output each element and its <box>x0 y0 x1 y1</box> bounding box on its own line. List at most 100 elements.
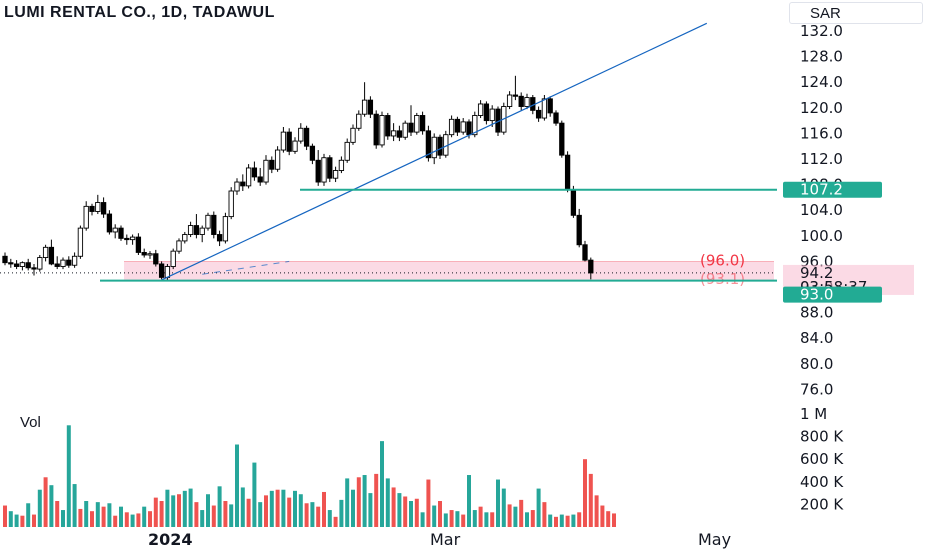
candle-body <box>385 115 391 137</box>
candle-body <box>211 214 217 235</box>
time-tick-label: 2024 <box>148 530 193 549</box>
volume-bar <box>61 510 65 527</box>
volume-bar <box>32 514 36 527</box>
volume-bar <box>107 503 112 527</box>
candle-body <box>361 99 368 115</box>
volume-tick-label: 200 K <box>800 495 844 513</box>
candle-body <box>71 255 78 266</box>
zone-top-label: (96.0) <box>700 251 745 269</box>
volume-bar <box>165 489 170 527</box>
candle-body <box>77 227 84 257</box>
volume-bar <box>449 510 454 527</box>
candle-body <box>19 262 26 267</box>
volume-bar <box>496 479 500 527</box>
volume-bar <box>37 489 42 527</box>
candle-body <box>187 225 194 235</box>
candle-body <box>472 115 478 136</box>
candle-body <box>13 263 20 267</box>
price-tick-label: 84.0 <box>800 329 833 347</box>
candle-body <box>66 259 72 266</box>
volume-bar <box>240 487 245 527</box>
volume-bar <box>472 510 477 527</box>
volume-bar <box>130 514 135 527</box>
candle-body <box>228 190 234 218</box>
volume-bar <box>72 484 77 527</box>
candle-body <box>327 157 333 179</box>
volume-bar <box>322 491 326 527</box>
volume-bar <box>20 515 25 527</box>
time-tick-label: May <box>698 530 731 549</box>
current-price-text: 94.2 <box>800 264 833 282</box>
volume-tick-label: 600 K <box>800 450 844 468</box>
candle-body <box>153 253 159 265</box>
currency-selector[interactable]: SAR <box>789 2 923 24</box>
candle-body <box>547 98 553 114</box>
volume-bar <box>606 511 611 527</box>
volume-bar <box>14 514 19 527</box>
volume-bar <box>275 489 280 527</box>
zone-bottom-label: (93.1) <box>700 270 745 288</box>
candle-body <box>402 122 408 138</box>
support-tag-text: 93.0 <box>800 286 833 304</box>
price-tick-label: 76.0 <box>800 380 833 398</box>
volume-bar <box>148 511 152 527</box>
zone-fill <box>124 261 774 280</box>
volume-bar <box>101 506 106 527</box>
candle-body <box>25 262 31 269</box>
candles[interactable] <box>2 75 594 280</box>
candle-body <box>338 159 345 171</box>
price-tick-label: 104.0 <box>800 201 843 219</box>
volume-bar <box>43 477 48 527</box>
price-tags: 107.294.203:58:3793.0 <box>783 181 914 304</box>
volume-tick-label: 400 K <box>800 473 844 491</box>
volume-bar <box>194 502 199 527</box>
volume-bar <box>84 501 89 527</box>
candle-body <box>280 131 287 151</box>
drawings[interactable] <box>100 22 777 282</box>
price-axis[interactable]: 132.0128.0124.0120.0116.0112.0108.0104.0… <box>800 22 843 398</box>
candle-body <box>419 115 426 132</box>
candle-body <box>483 103 490 122</box>
volume-bar <box>577 512 582 527</box>
price-zone: (96.0)(93.1) <box>124 251 774 288</box>
volume-bar <box>171 495 176 527</box>
volume-bar <box>559 514 564 527</box>
candle-body <box>448 118 455 136</box>
price-tick-label: 128.0 <box>800 48 843 66</box>
volume-bar <box>246 498 251 527</box>
candle-body <box>356 113 362 129</box>
volume-bar <box>298 494 303 527</box>
candle-body <box>535 109 542 119</box>
projection-line <box>202 260 290 275</box>
volume-bar <box>397 493 402 527</box>
volume-bar <box>501 488 506 527</box>
volume-bar <box>414 498 419 527</box>
volume-bar <box>293 490 297 527</box>
time-axis[interactable]: 2024 Mar May <box>148 530 731 549</box>
price-tick-label: 100.0 <box>800 227 843 245</box>
volume-bar <box>571 514 576 527</box>
candle-body <box>350 127 356 143</box>
volume-bar <box>217 486 222 527</box>
candle-body <box>332 170 339 179</box>
volume-bar <box>66 425 71 527</box>
candle-body <box>274 149 281 170</box>
price-tick-label: 88.0 <box>800 304 833 322</box>
volume-bar <box>438 501 442 527</box>
volume-bar <box>351 489 355 527</box>
volume-bar <box>548 514 553 527</box>
volume-bar <box>380 441 384 527</box>
volume-bar <box>264 495 268 527</box>
candle-body <box>222 216 229 242</box>
volume-bar <box>304 503 309 527</box>
candle-body <box>112 227 118 233</box>
volume-bar <box>420 512 425 527</box>
volume-bar <box>119 506 123 527</box>
candle-body <box>292 140 298 152</box>
volume-bar <box>200 510 205 527</box>
candle-body <box>129 236 136 241</box>
candle-body <box>182 234 188 242</box>
volume-bar <box>554 516 558 527</box>
volume-label: Vol <box>20 414 41 431</box>
